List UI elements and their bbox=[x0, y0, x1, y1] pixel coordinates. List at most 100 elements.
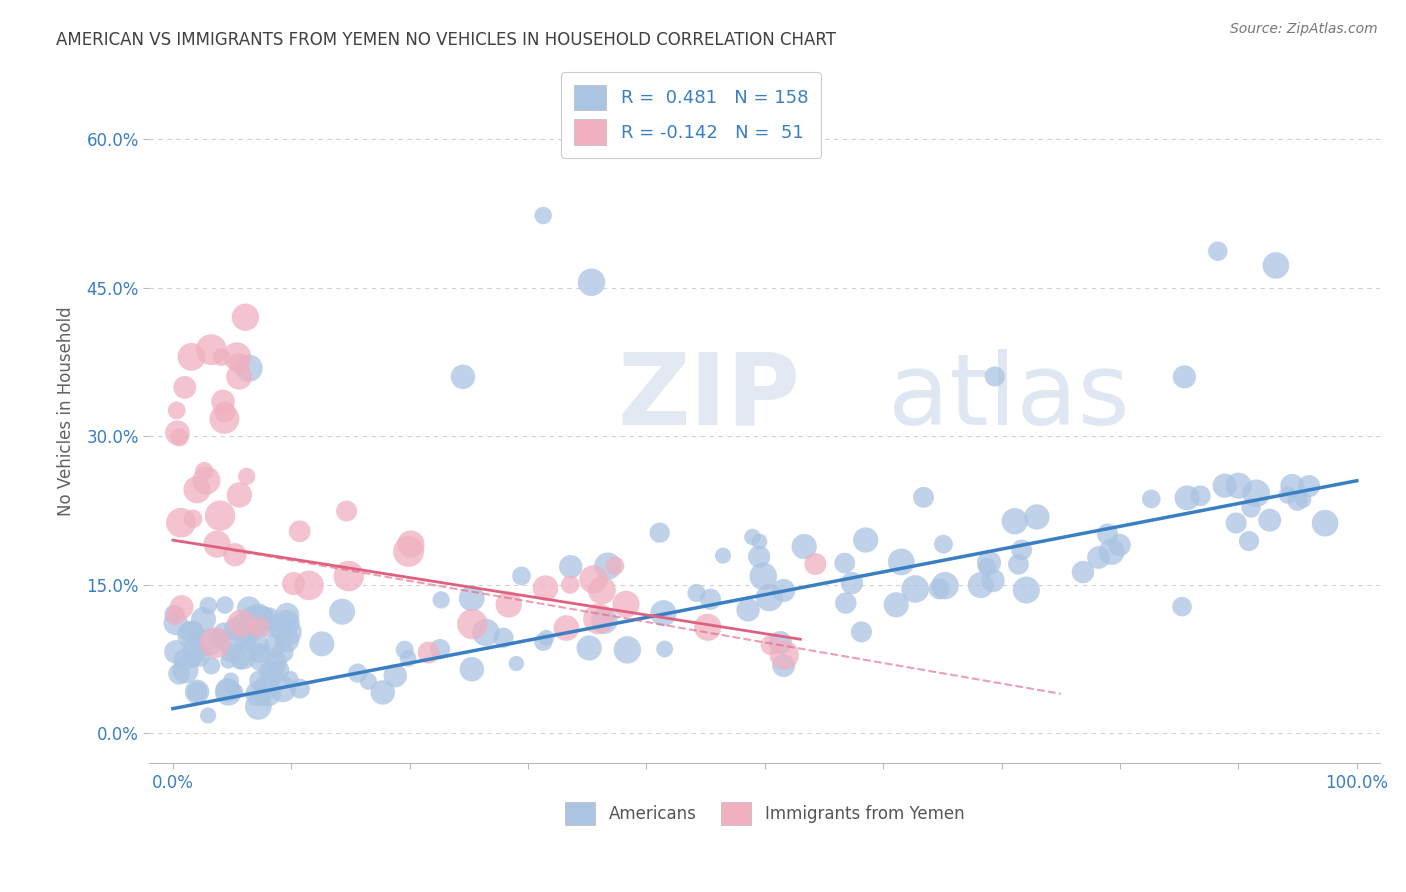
Point bbox=[183, 647, 205, 661]
Point bbox=[804, 557, 827, 571]
Point bbox=[773, 648, 796, 662]
Point bbox=[793, 540, 815, 554]
Point bbox=[536, 631, 558, 645]
Point bbox=[181, 653, 204, 667]
Point bbox=[271, 682, 294, 697]
Point bbox=[461, 662, 484, 676]
Point bbox=[884, 598, 907, 612]
Point bbox=[239, 610, 262, 624]
Point bbox=[970, 578, 993, 592]
Point bbox=[256, 681, 278, 695]
Point bbox=[276, 615, 298, 630]
Point bbox=[505, 657, 527, 671]
Point bbox=[928, 582, 950, 596]
Point bbox=[748, 534, 770, 549]
Point bbox=[357, 674, 380, 689]
Point bbox=[1313, 516, 1336, 530]
Point bbox=[429, 642, 451, 657]
Point bbox=[394, 642, 416, 657]
Point bbox=[219, 673, 242, 688]
Point bbox=[257, 622, 280, 636]
Point bbox=[531, 635, 554, 649]
Point bbox=[264, 655, 287, 669]
Point bbox=[337, 569, 360, 583]
Point bbox=[1097, 527, 1119, 541]
Point bbox=[228, 356, 250, 370]
Point bbox=[1011, 543, 1033, 558]
Point bbox=[1101, 545, 1123, 559]
Point bbox=[225, 622, 247, 636]
Point bbox=[209, 508, 232, 523]
Point bbox=[235, 310, 257, 325]
Point bbox=[588, 612, 610, 626]
Point bbox=[226, 350, 249, 364]
Point bbox=[531, 209, 554, 223]
Point bbox=[772, 583, 794, 598]
Point bbox=[758, 591, 780, 605]
Point bbox=[1292, 492, 1315, 507]
Point bbox=[228, 369, 250, 384]
Point bbox=[214, 598, 236, 612]
Point bbox=[977, 556, 1000, 570]
Point bbox=[311, 637, 333, 651]
Point bbox=[769, 635, 792, 649]
Point bbox=[346, 666, 368, 681]
Point bbox=[204, 636, 226, 650]
Point bbox=[269, 617, 291, 632]
Point bbox=[229, 616, 252, 631]
Point bbox=[396, 651, 419, 665]
Point bbox=[247, 673, 270, 688]
Point bbox=[212, 625, 235, 640]
Point bbox=[616, 643, 638, 657]
Point bbox=[242, 619, 264, 633]
Point bbox=[232, 619, 254, 633]
Point bbox=[180, 350, 202, 364]
Point bbox=[247, 620, 270, 634]
Point bbox=[685, 586, 707, 600]
Point bbox=[200, 343, 222, 357]
Point bbox=[217, 654, 239, 668]
Point bbox=[890, 555, 912, 569]
Point bbox=[207, 631, 229, 645]
Point bbox=[165, 645, 187, 659]
Point bbox=[912, 491, 935, 505]
Point bbox=[498, 598, 520, 612]
Point bbox=[772, 658, 794, 673]
Point bbox=[169, 430, 191, 444]
Point bbox=[461, 617, 484, 632]
Point bbox=[166, 403, 188, 417]
Point bbox=[648, 525, 671, 540]
Point bbox=[555, 621, 578, 635]
Point bbox=[232, 649, 254, 664]
Point bbox=[1140, 491, 1163, 506]
Point bbox=[1173, 370, 1195, 384]
Point bbox=[1227, 478, 1250, 492]
Point bbox=[280, 672, 302, 686]
Point bbox=[399, 537, 422, 551]
Point bbox=[298, 578, 321, 592]
Point bbox=[1213, 478, 1236, 492]
Point bbox=[1298, 479, 1320, 493]
Point bbox=[510, 569, 533, 583]
Text: AMERICAN VS IMMIGRANTS FROM YEMEN NO VEHICLES IN HOUSEHOLD CORRELATION CHART: AMERICAN VS IMMIGRANTS FROM YEMEN NO VEH… bbox=[56, 31, 837, 49]
Point bbox=[841, 576, 863, 591]
Point bbox=[257, 611, 280, 625]
Point bbox=[173, 653, 195, 667]
Point bbox=[1071, 565, 1094, 579]
Point bbox=[228, 488, 250, 502]
Point bbox=[834, 556, 856, 570]
Point bbox=[180, 625, 202, 640]
Point bbox=[180, 628, 202, 642]
Point bbox=[288, 524, 311, 539]
Point bbox=[239, 627, 262, 641]
Point bbox=[371, 685, 394, 699]
Point bbox=[165, 608, 187, 623]
Point bbox=[1007, 558, 1029, 572]
Point bbox=[229, 653, 252, 667]
Point bbox=[170, 516, 193, 530]
Point bbox=[183, 644, 205, 658]
Point bbox=[193, 464, 215, 478]
Point bbox=[283, 576, 305, 591]
Point bbox=[593, 614, 616, 628]
Point bbox=[247, 609, 270, 624]
